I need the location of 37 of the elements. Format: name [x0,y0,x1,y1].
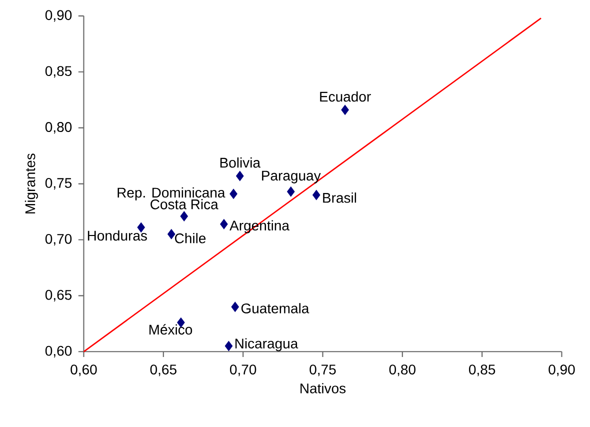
x-tick-label: 0,75 [310,364,336,376]
x-axis-title: Nativos [300,383,346,394]
x-tick-label: 0,65 [150,364,176,376]
x-tick-label: 0,80 [389,364,416,376]
point [180,211,188,222]
annotation: Ecuador [320,91,371,102]
point [220,219,228,230]
annotation: Bolivia [220,157,260,168]
point [287,186,295,197]
y-axis-title: Migrantes [24,154,38,214]
x-tick-label: 0,70 [230,364,256,376]
y-tick-label: 0,65 [45,290,72,302]
annotation: Brasil [323,192,356,203]
x-tick-label: 0,60 [70,364,97,376]
point [224,340,233,352]
point [312,190,320,200]
x-tick-label: 0,85 [468,364,496,376]
annotation: Nicaragua [235,338,298,352]
annotation: México [149,324,192,335]
y-tick-label: 0,85 [45,66,72,78]
annotation: Chile [175,233,206,244]
y-tick-label: 0,80 [45,122,72,134]
y-tick-label: 0,90 [45,10,72,22]
point [230,188,238,199]
annotation: Paraguay [262,170,321,184]
x-tick-label: 0,90 [548,364,575,376]
annotation: Guatemala [241,303,310,314]
point [231,302,239,312]
y-tick-label: 0,60 [45,346,72,358]
y-tick-label: 0,75 [45,178,72,190]
annotation: Costa Rica [150,199,218,210]
point [236,170,244,182]
y-tick-label: 0,70 [45,234,72,246]
annotation: Honduras [88,230,147,241]
point [341,104,349,115]
point [168,229,176,240]
annotation: Rep. Dominicana [118,187,226,200]
